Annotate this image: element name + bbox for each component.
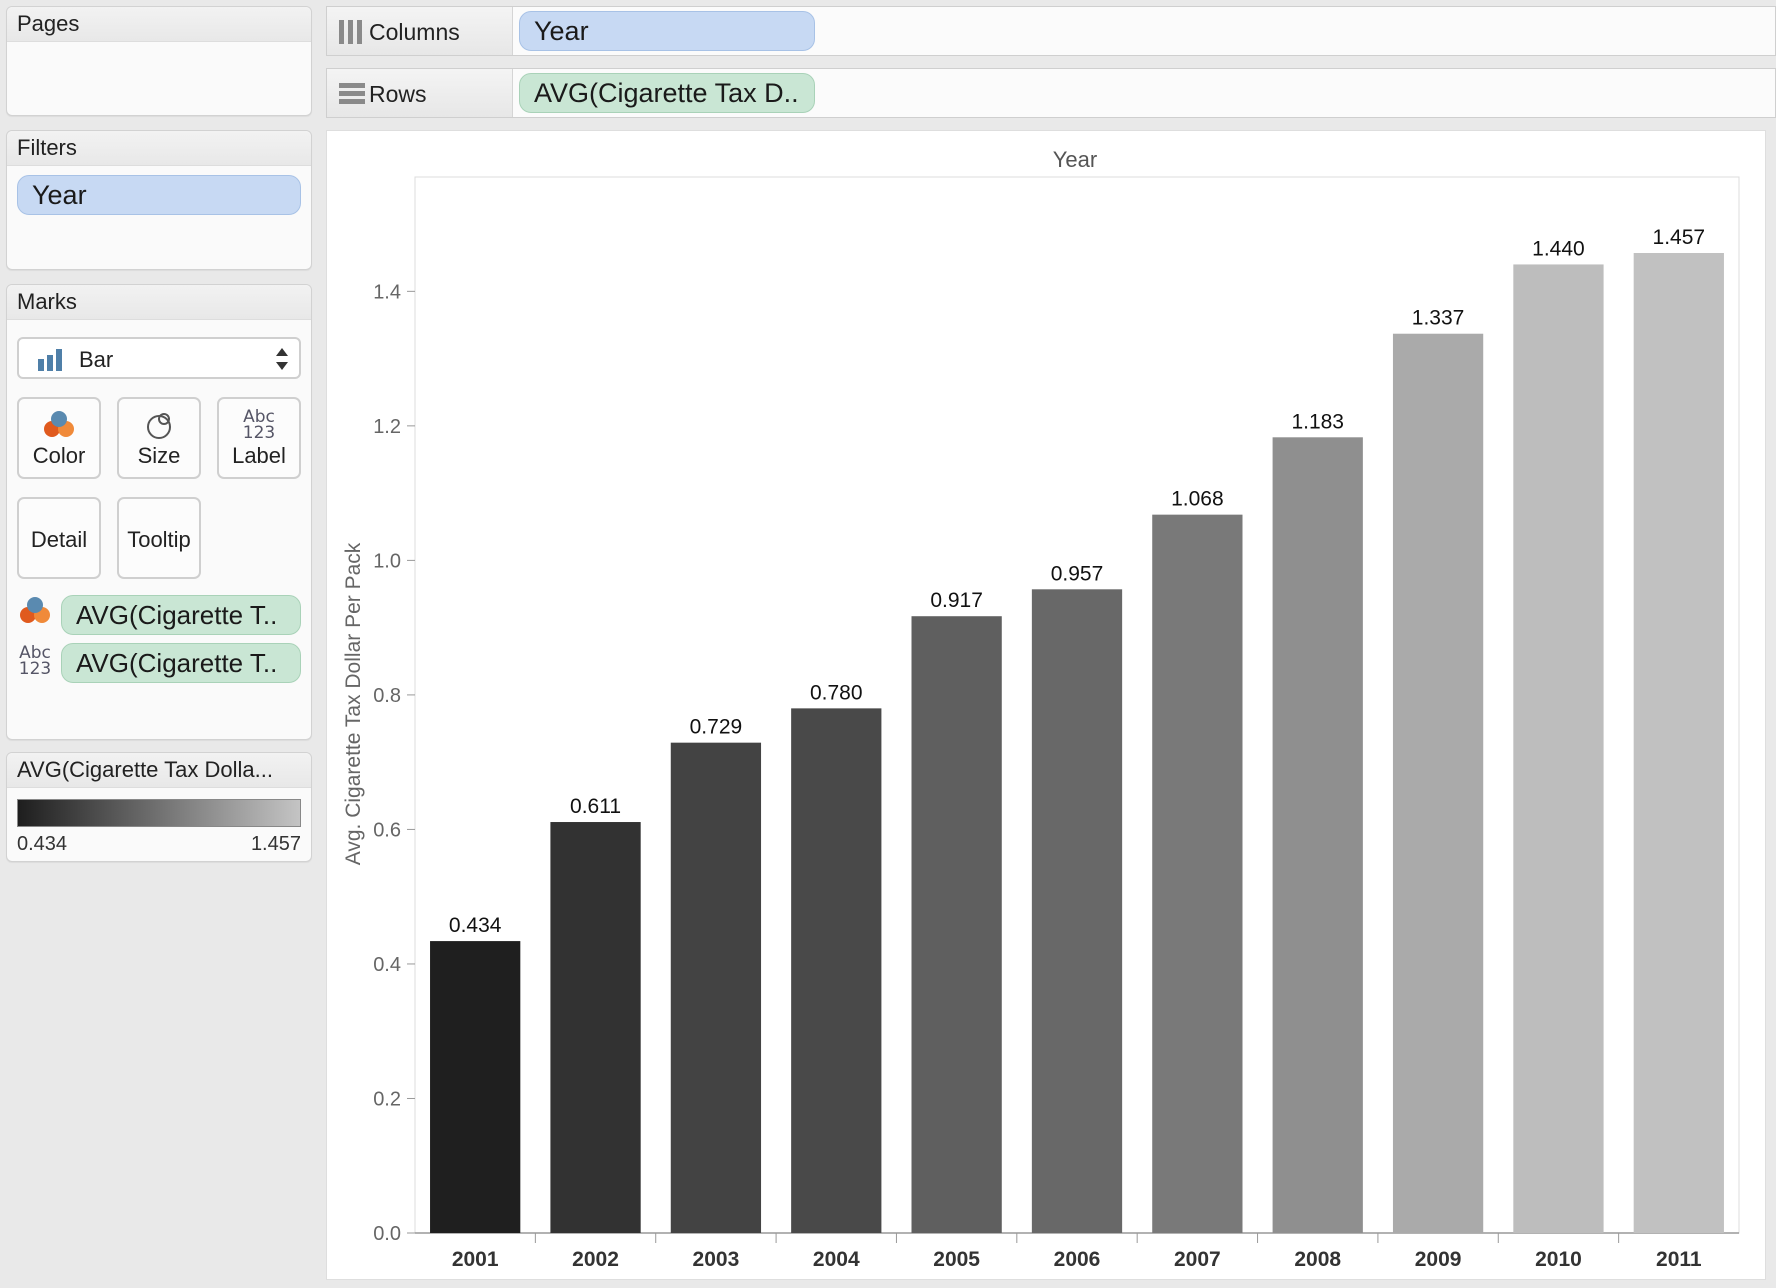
bar	[791, 708, 882, 1233]
y-axis-label: Avg. Cigarette Tax Dollar Per Pack	[342, 542, 365, 865]
marks-panel: Marks Bar Color Size Abc 123 Label Det	[6, 284, 312, 740]
bar-value-label: 1.457	[1653, 226, 1706, 249]
columns-shelf: Columns Year	[326, 6, 1776, 56]
filter-year-label: Year	[32, 180, 87, 210]
columns-shelf-label: Columns	[327, 7, 513, 55]
size-icon	[147, 413, 171, 439]
pages-panel: Pages	[6, 6, 312, 116]
x-tick-label: 2006	[1054, 1248, 1101, 1271]
marks-title: Marks	[7, 285, 311, 320]
x-tick-label: 2005	[933, 1248, 980, 1271]
bar-value-label: 0.434	[449, 914, 502, 937]
color-icon	[44, 411, 74, 437]
columns-year-pill[interactable]: Year	[519, 11, 815, 51]
label-field-pill[interactable]: AVG(Cigarette T..	[61, 643, 301, 683]
filter-year-pill[interactable]: Year	[17, 175, 301, 215]
x-tick-label: 2004	[813, 1248, 860, 1271]
y-tick-label: 0.2	[373, 1088, 401, 1110]
bar-value-label: 1.183	[1291, 410, 1344, 433]
label-field-icon: Abc 123	[18, 643, 52, 679]
bar	[1031, 589, 1123, 1233]
y-tick-label: 1.2	[373, 416, 401, 438]
bar	[911, 616, 1002, 1233]
color-legend-max: 1.457	[250, 833, 301, 855]
x-tick-label: 2008	[1294, 1248, 1341, 1271]
chart-area: Year Avg. Cigarette Tax Dollar Per Pack …	[326, 130, 1766, 1280]
columns-icon	[339, 20, 362, 44]
label-button-label: Label	[232, 443, 286, 468]
y-tick-label: 0.0	[373, 1223, 401, 1245]
bar-value-label: 0.917	[930, 589, 983, 612]
detail-button[interactable]: Detail	[17, 497, 101, 579]
bar	[550, 822, 641, 1233]
x-tick-label: 2007	[1174, 1248, 1221, 1271]
color-field-pill[interactable]: AVG(Cigarette T..	[61, 595, 301, 635]
bar-value-label: 1.068	[1171, 488, 1224, 511]
tooltip-button[interactable]: Tooltip	[117, 497, 201, 579]
mark-type-select[interactable]: Bar	[17, 337, 301, 379]
filters-panel: Filters Year	[6, 130, 312, 270]
bar	[1272, 437, 1363, 1233]
bar-value-label: 1.440	[1532, 237, 1585, 260]
rows-measure-pill[interactable]: AVG(Cigarette Tax D..	[519, 73, 815, 113]
y-tick-label: 1.0	[373, 550, 401, 572]
size-button[interactable]: Size	[117, 397, 201, 479]
bar	[1513, 264, 1604, 1234]
chart-title: Year	[1053, 147, 1097, 172]
columns-year-label: Year	[534, 16, 589, 46]
columns-label-text: Columns	[369, 19, 460, 45]
rows-icon	[339, 83, 365, 104]
tooltip-button-label: Tooltip	[127, 527, 191, 552]
abc-123-icon: Abc 123	[242, 407, 276, 443]
bar	[670, 742, 762, 1233]
pages-title: Pages	[7, 7, 311, 42]
bar-value-label: 0.611	[570, 795, 621, 818]
x-tick-label: 2011	[1656, 1248, 1702, 1271]
rows-shelf: Rows AVG(Cigarette Tax D..	[326, 68, 1776, 118]
label-button[interactable]: Abc 123 Label	[217, 397, 301, 479]
size-button-label: Size	[137, 443, 181, 468]
y-tick-label: 0.8	[373, 685, 401, 707]
y-tick-label: 0.4	[373, 954, 401, 976]
x-tick-label: 2002	[572, 1248, 619, 1271]
bar-chart: Year Avg. Cigarette Tax Dollar Per Pack …	[342, 147, 1740, 1271]
bar	[1152, 514, 1243, 1233]
label-field-label: AVG(Cigarette T..	[76, 648, 278, 678]
color-legend-title: AVG(Cigarette Tax Dolla...	[7, 753, 311, 788]
color-button[interactable]: Color	[17, 397, 101, 479]
y-tick-label: 1.4	[373, 281, 401, 303]
bar-value-label: 0.780	[810, 681, 863, 704]
color-button-label: Color	[32, 443, 86, 468]
color-field-label: AVG(Cigarette T..	[76, 600, 278, 630]
bar-chart-icon	[38, 349, 62, 371]
bar-value-label: 0.957	[1051, 562, 1104, 585]
x-tick-label: 2009	[1415, 1248, 1462, 1271]
filters-title: Filters	[7, 131, 311, 166]
updown-arrows-icon	[276, 348, 288, 370]
x-tick-label: 2010	[1535, 1248, 1582, 1271]
color-legend-panel: AVG(Cigarette Tax Dolla... 0.434 1.457	[6, 752, 312, 862]
color-legend-gradient	[17, 799, 301, 827]
bar	[1633, 253, 1724, 1233]
bar-value-label: 1.337	[1412, 307, 1465, 330]
y-tick-label: 0.6	[373, 819, 401, 841]
x-tick-label: 2003	[693, 1248, 740, 1271]
bar	[1392, 333, 1484, 1233]
rows-shelf-label: Rows	[327, 69, 513, 117]
bar-value-label: 0.729	[690, 716, 743, 739]
mark-type-value: Bar	[79, 347, 114, 372]
bar	[430, 941, 521, 1233]
rows-label-text: Rows	[369, 81, 427, 107]
color-field-icon	[20, 597, 50, 623]
detail-button-label: Detail	[30, 527, 88, 552]
rows-measure-label: AVG(Cigarette Tax D..	[534, 78, 799, 108]
color-legend-min: 0.434	[17, 833, 68, 855]
x-tick-label: 2001	[452, 1248, 499, 1271]
